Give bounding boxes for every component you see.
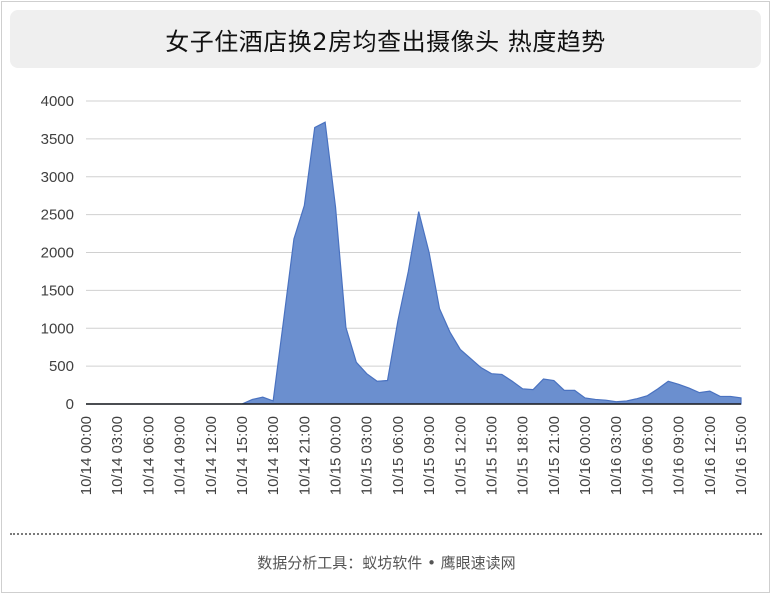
title-bar: 女子住酒店换2房均查出摄像头 热度趋势 bbox=[10, 10, 761, 68]
x-tick-label: 10/14 09:00 bbox=[172, 416, 189, 495]
series-area bbox=[86, 121, 742, 405]
area-series bbox=[86, 121, 742, 405]
y-tick-label: 3500 bbox=[41, 131, 74, 148]
area-chart: 0 500 1000 1500 2000 2500 3000 3500 4000 10/14 0… bbox=[41, 93, 750, 495]
x-tick-label: 10/16 15:00 bbox=[733, 416, 750, 495]
x-tick-label: 10/15 03:00 bbox=[359, 416, 376, 495]
x-tick-label: 10/16 09:00 bbox=[671, 416, 688, 495]
y-tick-label: 3000 bbox=[41, 169, 74, 186]
chart-title: 女子住酒店换2房均查出摄像头 热度趋势 bbox=[165, 27, 606, 56]
x-tick-label: 10/15 18:00 bbox=[515, 416, 532, 495]
y-axis-ticks: 0 500 1000 1500 2000 2500 3000 3500 4000 bbox=[41, 93, 74, 413]
x-axis-ticks: 10/14 00:00 10/14 03:00 10/14 06:00 10/14 0… bbox=[78, 416, 750, 495]
y-tick-label: 2000 bbox=[41, 245, 74, 262]
x-tick-label: 10/15 12:00 bbox=[452, 416, 469, 495]
x-tick-label: 10/15 00:00 bbox=[328, 416, 345, 495]
x-tick-label: 10/14 06:00 bbox=[140, 416, 157, 495]
x-tick-label: 10/15 09:00 bbox=[421, 416, 438, 495]
x-tick-label: 10/16 06:00 bbox=[639, 416, 656, 495]
x-tick-label: 10/15 21:00 bbox=[546, 416, 563, 495]
x-tick-label: 10/14 21:00 bbox=[296, 416, 313, 495]
x-tick-label: 10/16 03:00 bbox=[608, 416, 625, 495]
x-tick-label: 10/16 00:00 bbox=[577, 416, 594, 495]
footer-credit: 数据分析工具：蚁坊软件 • 鹰眼速读网 bbox=[257, 554, 516, 572]
x-tick-label: 10/14 12:00 bbox=[203, 416, 220, 495]
x-tick-label: 10/15 15:00 bbox=[483, 416, 500, 495]
x-tick-label: 10/16 12:00 bbox=[702, 416, 719, 495]
y-tick-label: 0 bbox=[66, 396, 74, 413]
x-tick-label: 10/14 00:00 bbox=[78, 416, 95, 495]
y-tick-label: 500 bbox=[49, 358, 74, 375]
x-tick-label: 10/15 06:00 bbox=[390, 416, 407, 495]
x-tick-label: 10/14 18:00 bbox=[265, 416, 282, 495]
y-tick-label: 2500 bbox=[41, 207, 74, 224]
footer-divider bbox=[10, 533, 762, 535]
y-tick-label: 1000 bbox=[41, 320, 74, 337]
y-tick-label: 1500 bbox=[41, 282, 74, 299]
x-tick-label: 10/14 03:00 bbox=[109, 416, 126, 495]
x-tick-label: 10/14 15:00 bbox=[234, 416, 251, 495]
y-tick-label: 4000 bbox=[41, 93, 74, 110]
